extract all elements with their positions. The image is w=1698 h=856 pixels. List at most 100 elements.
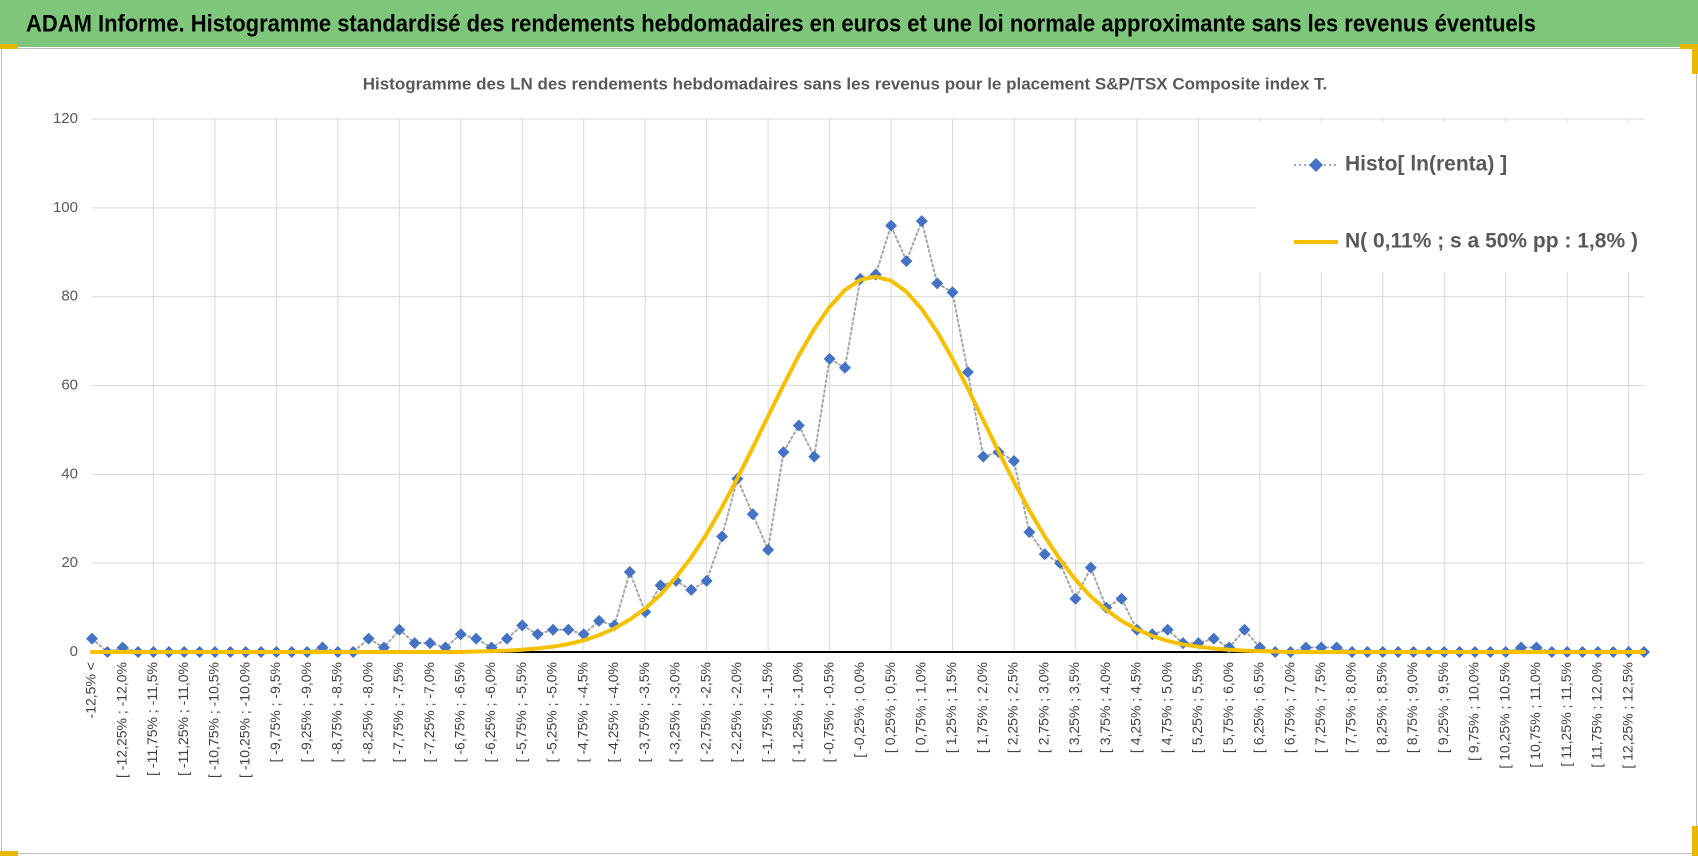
header-bar — [0, 0, 1698, 47]
legend-label: Histo[ ln(renta) ] — [1345, 153, 1507, 176]
corner — [0, 851, 18, 856]
x-tick-label: [ 12,25% ; 12,5% — [1619, 662, 1635, 769]
data-point — [1115, 592, 1128, 605]
data-point — [362, 632, 375, 645]
data-point — [593, 614, 606, 627]
x-tick-label: [ 0,75% ; 1,0% — [912, 662, 928, 753]
x-tick-label: [ -1,25% ; -1,0% — [790, 662, 806, 762]
x-tick-label: [ -4,75% ; -4,5% — [574, 662, 590, 762]
x-tick-label: [ 3,75% ; 4,0% — [1097, 662, 1113, 753]
legend-marker — [1309, 158, 1323, 172]
data-point — [408, 637, 421, 650]
data-point — [746, 508, 759, 521]
x-tick-label: [ -3,75% ; -3,5% — [636, 662, 652, 762]
x-tick-label: [ 6,25% ; 6,5% — [1251, 662, 1267, 753]
x-tick-label: [ -9,75% ; -9,5% — [267, 662, 283, 762]
x-tick-label: [ 5,25% ; 5,5% — [1189, 662, 1205, 753]
x-tick-label: [ -3,25% ; -3,0% — [667, 662, 683, 762]
x-tick-label: [ -10,75% ; -10,5% — [206, 662, 222, 778]
x-tick-label: [ 1,25% ; 1,5% — [943, 662, 959, 753]
data-point — [516, 619, 529, 632]
data-point — [577, 628, 590, 641]
x-tick-label: [ -11,75% ; -11,5% — [144, 662, 160, 776]
data-point — [700, 574, 713, 587]
y-tick-label: 80 — [61, 288, 78, 305]
x-tick-label: [ 4,25% ; 4,5% — [1128, 662, 1144, 753]
y-tick-label: 40 — [61, 465, 78, 482]
x-tick-label: [ 0,25% ; 0,5% — [882, 662, 898, 753]
data-point — [1023, 526, 1036, 539]
data-point — [716, 530, 729, 543]
x-tick-label: [ 2,75% ; 3,0% — [1035, 662, 1051, 753]
data-point — [762, 543, 775, 556]
data-point — [1207, 632, 1220, 645]
header-title: ADAM Informe. Histogramme standardisé de… — [26, 10, 1536, 37]
x-tick-label: -12,5% < — [83, 662, 99, 718]
plot — [86, 215, 1650, 658]
x-tick-label: [ 2,25% ; 2,5% — [1005, 662, 1021, 753]
data-point — [915, 215, 928, 228]
data-point — [562, 623, 575, 636]
data-point — [838, 361, 851, 374]
y-tick-label: 60 — [61, 376, 78, 393]
data-point — [1084, 561, 1097, 574]
chart-subtitle: Histogramme des LN des rendements hebdom… — [363, 74, 1328, 93]
data-point — [546, 623, 559, 636]
x-tick-label: [ -9,25% ; -9,0% — [298, 662, 314, 762]
x-tick-label: [ -7,75% ; -7,5% — [390, 662, 406, 762]
data-point — [977, 450, 990, 463]
x-tick-label: [ -5,75% ; -5,5% — [513, 662, 529, 762]
x-tick-label: [ -12,25% ; -12,0% — [113, 662, 129, 778]
x-tick-label: [ 11,25% ; 11,5% — [1558, 662, 1574, 767]
data-point — [900, 255, 913, 268]
corner — [1680, 44, 1698, 49]
data-point — [808, 450, 821, 463]
x-tick-label: [ -2,25% ; -2,0% — [728, 662, 744, 762]
x-tick-label: [ -7,25% ; -7,0% — [421, 662, 437, 762]
x-tick-label: [ 11,75% ; 12,0% — [1589, 662, 1605, 768]
x-tick-label: [ 10,25% ; 10,5% — [1496, 662, 1512, 769]
y-tick-label: 100 — [53, 199, 78, 216]
x-tick-label: [ 4,75% ; 5,0% — [1158, 662, 1174, 753]
corner — [1692, 826, 1698, 856]
x-tick-label: [ -1,75% ; -1,5% — [759, 662, 775, 762]
y-tick-label: 0 — [70, 643, 78, 660]
data-point — [777, 446, 790, 459]
x-tick-label: [ 1,75% ; 2,0% — [974, 662, 990, 753]
data-point — [931, 277, 944, 290]
x-tick-label: [ 9,75% ; 10,0% — [1466, 662, 1482, 761]
x-tick-label: [ -8,75% ; -8,5% — [329, 662, 345, 762]
data-point — [424, 637, 437, 650]
chart-border — [1, 48, 1697, 854]
corner — [0, 44, 18, 49]
x-tick-label: [ 7,75% ; 8,0% — [1343, 662, 1359, 753]
legend-label: N( 0,11% ; s a 50% pp : 1,8% ) — [1345, 230, 1638, 253]
data-point — [946, 286, 959, 299]
legend-box — [1256, 122, 1654, 272]
x-tick-label: [ -8,25% ; -8,0% — [359, 662, 375, 762]
x-tick-label: [ 6,75% ; 7,0% — [1281, 662, 1297, 753]
x-tick-label: [ -6,25% ; -6,0% — [482, 662, 498, 762]
data-point — [470, 632, 483, 645]
data-point — [500, 632, 513, 645]
x-tick-label: [ 5,75% ; 6,0% — [1220, 662, 1236, 753]
x-tick-label: [ 8,25% ; 8,5% — [1373, 662, 1389, 753]
x-tick-label: [ -5,25% ; -5,0% — [544, 662, 560, 762]
x-tick-label: [ 9,25% ; 9,5% — [1435, 662, 1451, 753]
data-point — [792, 419, 805, 432]
x-tick-label: [ 8,75% ; 9,0% — [1404, 662, 1420, 753]
data-point — [1238, 623, 1251, 636]
y-tick-label: 20 — [61, 554, 78, 571]
data-point — [531, 628, 544, 641]
data-point — [961, 366, 974, 379]
data-point — [1161, 623, 1174, 636]
data-point — [1069, 592, 1082, 605]
x-tick-label: [ -11,25% ; -11,0% — [175, 662, 191, 776]
data-point — [823, 352, 836, 365]
grid: 0 20 40 60 80 100 120 -12,5% < [ -12,25% ; -12,0… — [53, 110, 1644, 778]
y-tick-label: 120 — [53, 110, 78, 127]
data-point — [86, 632, 98, 645]
x-tick-label: [ -0,75% ; -0,5% — [820, 662, 836, 762]
legend: Histo[ ln(renta) ] N( 0,11% ; s a 50% pp … — [1256, 122, 1654, 272]
